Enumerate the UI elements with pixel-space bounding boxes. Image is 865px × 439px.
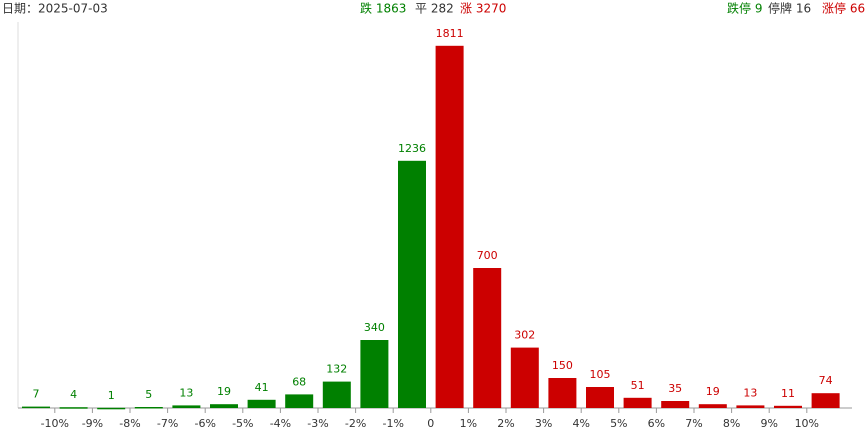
x-tick-label: -1% [382, 417, 403, 430]
bar [661, 401, 690, 408]
value-label: 74 [819, 374, 833, 387]
x-tick-label: 3% [535, 417, 552, 430]
bar [172, 405, 201, 408]
value-label: 132 [326, 363, 347, 376]
x-tick-label: 0 [427, 417, 434, 430]
limit-down-count: 跌停 9 [727, 1, 762, 16]
x-tick-label: 7% [685, 417, 702, 430]
bar [322, 381, 351, 408]
value-label: 1811 [436, 27, 464, 40]
value-label: 5 [145, 388, 152, 401]
x-tick-label: -8% [119, 417, 140, 430]
up-count: 涨 3270 [460, 1, 506, 16]
x-tick-label: -10% [41, 417, 69, 430]
x-tick-label: -7% [157, 417, 178, 430]
bar [435, 45, 464, 409]
x-tick-label: -2% [345, 417, 366, 430]
bar [247, 399, 276, 408]
bar [97, 407, 126, 410]
bar [134, 407, 163, 409]
bar [59, 407, 88, 409]
value-label: 68 [292, 375, 306, 388]
value-label: 19 [706, 385, 720, 398]
bar [473, 268, 502, 408]
bar [22, 406, 50, 409]
flat-count: 平 282 [415, 2, 454, 16]
bar [285, 394, 314, 408]
x-tick-label: -6% [194, 417, 215, 430]
bar [774, 405, 802, 408]
x-tick-label: -4% [270, 417, 291, 430]
bar [210, 404, 238, 408]
x-tick-label: -5% [232, 417, 253, 430]
value-label: 13 [179, 386, 193, 399]
suspended-count: 停牌 16 [768, 1, 811, 16]
date-label: 日期：2025-07-03 [2, 2, 108, 16]
value-label: 302 [514, 329, 535, 342]
bar [548, 378, 577, 408]
x-tick-label: 9% [760, 417, 777, 430]
x-tick-label: 1% [460, 417, 477, 430]
bar [586, 387, 614, 408]
value-label: 700 [477, 249, 498, 262]
down-count: 跌 1863 [360, 1, 406, 16]
x-tick-label: 5% [610, 417, 627, 430]
bar [398, 160, 426, 408]
value-label: 13 [743, 386, 757, 399]
value-label: 19 [217, 385, 231, 398]
bar [510, 347, 539, 408]
x-tick-label: 6% [648, 417, 665, 430]
x-tick-label: 4% [572, 417, 589, 430]
bar [698, 404, 727, 408]
bar [623, 397, 652, 408]
value-label: 11 [781, 387, 795, 400]
value-label: 7 [33, 388, 40, 401]
bar [360, 340, 389, 408]
x-tick-label: 10% [795, 417, 819, 430]
bar [736, 405, 765, 408]
limit-up-count: 涨停 66 [822, 1, 865, 16]
x-tick-label: -3% [307, 417, 328, 430]
x-tick-label: 2% [497, 417, 514, 430]
value-label: 105 [590, 368, 611, 381]
value-label: 51 [631, 379, 645, 392]
value-label: 340 [364, 321, 385, 334]
value-label: 1 [108, 389, 115, 402]
x-tick-label: -9% [82, 417, 103, 430]
value-label: 41 [255, 381, 269, 394]
value-label: 35 [668, 382, 682, 395]
bar [811, 393, 840, 408]
value-label: 1236 [398, 142, 426, 155]
value-label: 150 [552, 359, 573, 372]
value-label: 4 [70, 388, 77, 401]
x-tick-label: 8% [723, 417, 740, 430]
